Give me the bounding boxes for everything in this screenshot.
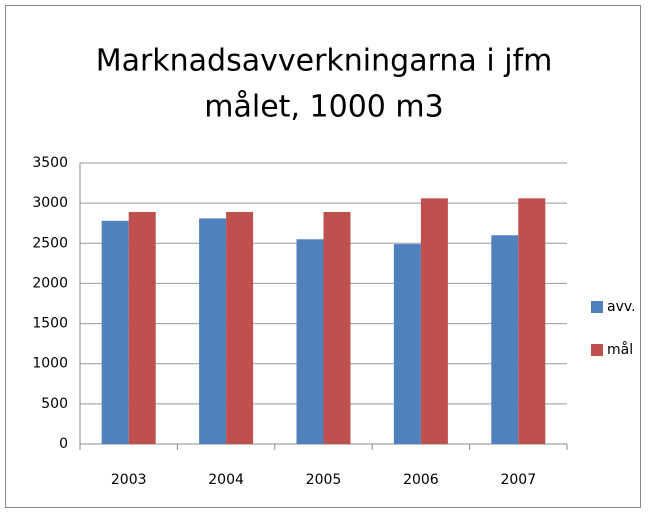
bar: [393, 244, 421, 444]
y-tick-label: 0: [59, 436, 68, 452]
bar: [226, 211, 254, 444]
x-tick-label: 2006: [403, 472, 439, 488]
x-tick-label: 2007: [500, 472, 536, 488]
bar: [199, 218, 227, 444]
y-tick-label: 2500: [32, 235, 68, 251]
x-tick-label: 2003: [111, 472, 147, 488]
bar: [128, 211, 156, 444]
x-tick-label: 2004: [208, 472, 244, 488]
chart-title: Marknadsavverkningarna i jfm: [96, 44, 553, 79]
chart-title: målet, 1000 m3: [204, 90, 443, 125]
y-tick-label: 1000: [32, 356, 68, 372]
y-tick-label: 2000: [32, 275, 68, 291]
x-tick-label: 2005: [306, 472, 342, 488]
bar: [518, 198, 546, 444]
y-tick-label: 1500: [32, 316, 68, 332]
bar: [296, 239, 324, 444]
bar: [101, 220, 129, 444]
legend-swatch: [591, 301, 603, 313]
legend-label: avv.: [607, 299, 636, 315]
y-tick-label: 500: [41, 396, 68, 412]
legend-swatch: [591, 344, 603, 356]
bar: [491, 235, 519, 444]
y-tick-label: 3500: [32, 155, 68, 171]
y-tick-label: 3000: [32, 195, 68, 211]
bar: [420, 198, 448, 444]
legend-label: mål: [607, 341, 633, 358]
bar: [323, 211, 351, 444]
